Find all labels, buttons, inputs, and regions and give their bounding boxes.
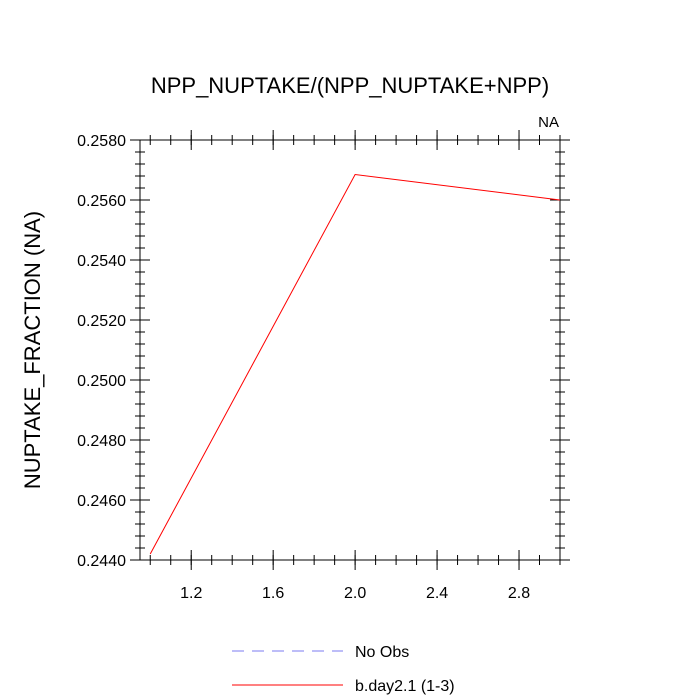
x-tick-label: 2.4 [426,585,448,602]
axis-ticks [130,130,570,570]
y-tick-label: 0.2540 [77,253,126,270]
x-tick-label: 2.8 [508,585,530,602]
y-tick-label: 0.2480 [77,433,126,450]
plot-frame [139,139,561,561]
y-axis-label: NUPTAKE_FRACTION (NA) [20,211,45,489]
x-tick-label: 2.0 [344,585,366,602]
y-tick-label: 0.2460 [77,493,126,510]
legend-label-1: b.day2.1 (1-3) [355,678,455,695]
y-tick-label: 0.2580 [77,133,126,150]
series-group [149,173,561,555]
y-tick-label: 0.2520 [77,313,126,330]
corner-label: NA [538,114,559,131]
x-tick-label: 1.6 [262,585,284,602]
x-tick-label: 1.2 [180,585,202,602]
y-tick-label: 0.2440 [77,553,126,570]
y-tick-label: 0.2500 [77,373,126,390]
legend: No Obs b.day2.1 (1-3) [232,644,455,695]
legend-label-0: No Obs [355,644,409,661]
chart-title: NPP_NUPTAKE/(NPP_NUPTAKE+NPP) [151,73,549,98]
series-line-1 [149,173,561,555]
y-tick-label: 0.2560 [77,193,126,210]
axis-tick-labels: 0.2440 0.2460 0.2480 0.2500 0.2520 0.2540 0.25… [77,133,530,602]
